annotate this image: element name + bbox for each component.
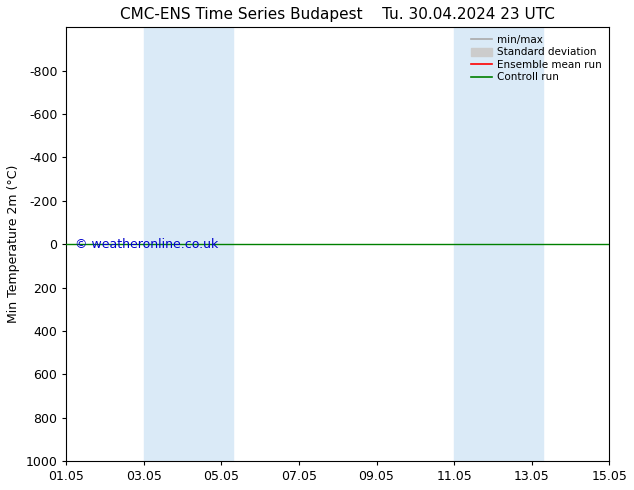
Title: CMC-ENS Time Series Budapest    Tu. 30.04.2024 23 UTC: CMC-ENS Time Series Budapest Tu. 30.04.2… <box>120 7 555 22</box>
Bar <box>144 27 233 461</box>
Text: © weatheronline.co.uk: © weatheronline.co.uk <box>75 238 218 251</box>
Y-axis label: Min Temperature 2m (°C): Min Temperature 2m (°C) <box>7 165 20 323</box>
Legend: min/max, Standard deviation, Ensemble mean run, Controll run: min/max, Standard deviation, Ensemble me… <box>469 32 604 84</box>
Bar <box>454 27 543 461</box>
